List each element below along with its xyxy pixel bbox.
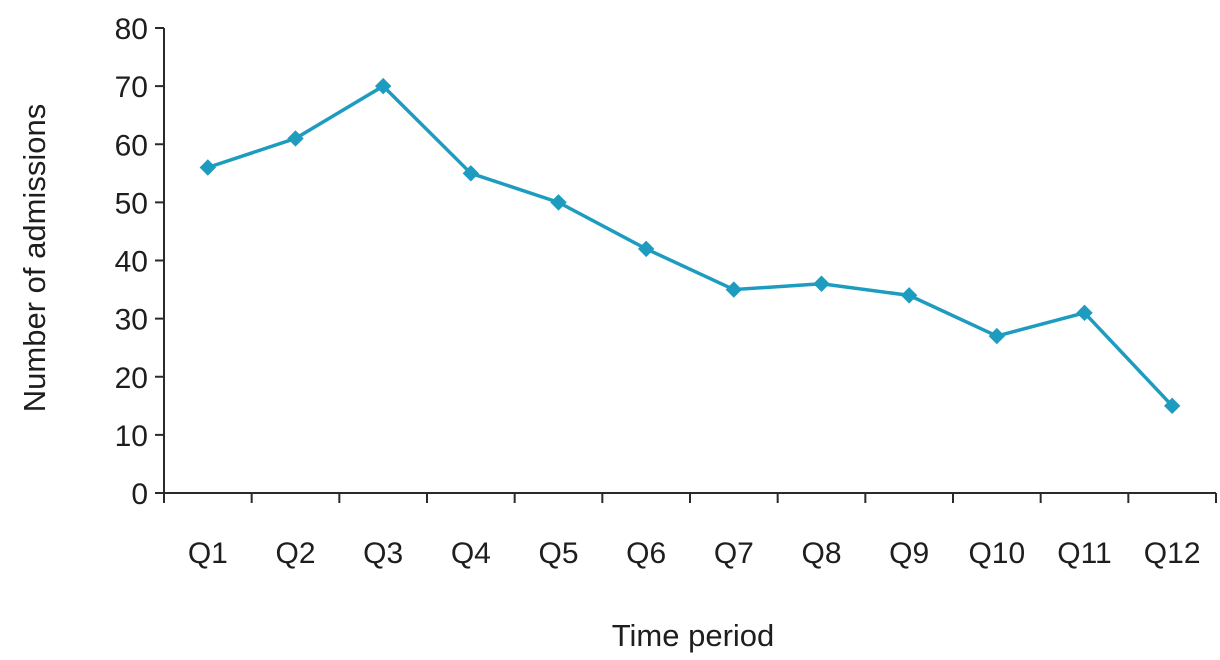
x-tick-label: Q3 <box>363 537 403 570</box>
y-tick-label: 40 <box>115 246 148 279</box>
y-tick-label: 10 <box>115 420 148 453</box>
data-point-q5 <box>551 195 566 210</box>
series-line <box>208 86 1172 406</box>
y-tick-label: 70 <box>115 71 148 104</box>
x-tick-group: Q1 Q2 Q3 Q4 Q5 Q6 Q7 Q8 Q9 Q10 Q11 Q12 <box>164 493 1216 570</box>
y-tick-label: 50 <box>115 187 148 220</box>
x-tick-label: Q4 <box>451 537 491 570</box>
x-tick-label: Q2 <box>275 537 315 570</box>
x-tick-label: Q1 <box>188 537 228 570</box>
y-tick-group: 0 10 20 30 40 50 60 70 80 <box>115 13 164 511</box>
x-tick-label: Q6 <box>626 537 666 570</box>
data-point-q1 <box>200 160 215 175</box>
x-axis-title: Time period <box>612 618 775 653</box>
data-point-q10 <box>989 329 1004 344</box>
x-tick-label: Q11 <box>1057 537 1111 570</box>
y-tick-label: 0 <box>131 478 148 511</box>
data-point-q6 <box>639 241 654 256</box>
y-axis-title: Number of admissions <box>17 104 52 412</box>
y-tick-label: 60 <box>115 129 148 162</box>
x-tick-label: Q8 <box>801 537 841 570</box>
x-tick-label: Q10 <box>968 537 1025 570</box>
data-point-q9 <box>902 288 917 303</box>
data-point-q8 <box>814 276 829 291</box>
x-tick-label: Q9 <box>889 537 929 570</box>
y-tick-label: 20 <box>115 362 148 395</box>
y-tick-label: 30 <box>115 304 148 337</box>
x-tick-label: Q12 <box>1144 537 1201 570</box>
data-point-q7 <box>726 282 741 297</box>
series-group <box>200 79 1179 414</box>
y-tick-label: 80 <box>115 13 148 46</box>
data-point-q2 <box>288 131 303 146</box>
x-tick-label: Q5 <box>538 537 578 570</box>
x-tick-label: Q7 <box>714 537 754 570</box>
